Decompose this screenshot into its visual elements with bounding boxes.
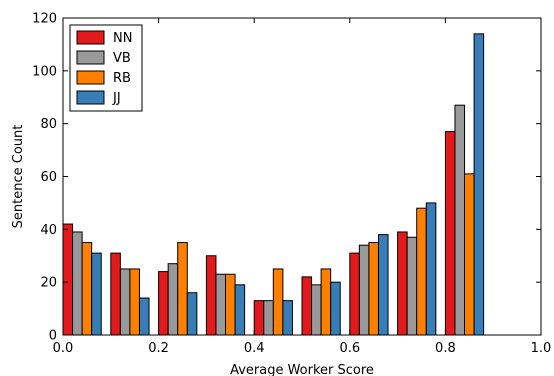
y-tick-label: 80 [40, 117, 57, 132]
bar-nn-6 [349, 252, 360, 336]
bar-jj-1 [138, 297, 150, 336]
legend-swatch-nn [76, 30, 105, 45]
y-tick-label: 120 [32, 12, 57, 27]
bar-rb-8 [464, 173, 475, 336]
y-tick-label: 60 [40, 170, 57, 185]
bar-nn-2 [158, 271, 169, 336]
bar-jj-8 [473, 33, 485, 336]
bars-group [62, 33, 485, 336]
bar-jj-6 [377, 234, 389, 336]
bar-vb-2 [167, 263, 179, 336]
bar-rb-4 [272, 268, 284, 336]
legend-label-vb: VB [113, 51, 131, 66]
bar-rb-2 [177, 242, 188, 336]
bar-vb-1 [119, 268, 131, 336]
y-tick-label: 20 [40, 276, 57, 291]
bar-vb-8 [454, 104, 466, 336]
bar-rb-7 [416, 207, 427, 336]
bar-nn-8 [444, 131, 456, 336]
ticks-group: 0.0 0.2 0.4 0.6 0.8 1.0 0 20 40 60 80 100 120 [32, 12, 551, 357]
legend-swatch-jj [76, 90, 105, 105]
bar-vb-3 [215, 273, 227, 336]
x-tick-label: 0.6 [339, 341, 360, 356]
legend-swatch-rb [76, 70, 105, 85]
bar-jj-0 [91, 252, 102, 336]
x-tick-label: 0.0 [53, 341, 74, 356]
bar-jj-5 [330, 281, 341, 336]
bar-vb-0 [72, 231, 83, 336]
bar-rb-3 [225, 273, 236, 336]
legend: NN VB RB JJ [69, 24, 143, 112]
bar-nn-1 [110, 252, 121, 336]
bar-nn-7 [397, 231, 408, 336]
x-tick-label: 0.4 [244, 341, 265, 356]
x-tick-label: 1.0 [531, 341, 552, 356]
bar-vb-6 [358, 244, 370, 336]
bar-vb-5 [311, 284, 322, 336]
x-tick-label: 0.8 [435, 341, 456, 356]
bar-jj-7 [425, 202, 437, 336]
bar-rb-5 [320, 268, 332, 336]
legend-label-jj: JJ [112, 91, 121, 106]
legend-label-nn: NN [113, 31, 132, 46]
bar-rb-6 [368, 242, 379, 336]
legend-swatch-vb [76, 50, 105, 65]
bar-rb-0 [81, 242, 93, 336]
y-tick-label: 0 [49, 329, 57, 344]
bar-rb-1 [129, 268, 140, 336]
legend-label-rb: RB [113, 71, 131, 86]
y-tick-label: 40 [40, 223, 57, 238]
bar-jj-3 [234, 284, 246, 336]
bar-jj-4 [282, 300, 293, 336]
x-tick-label: 0.2 [148, 341, 169, 356]
bar-vb-4 [263, 300, 274, 336]
bar-nn-3 [205, 255, 217, 336]
x-axis-label: Average Worker Score [230, 363, 374, 376]
bar-nn-0 [62, 223, 74, 336]
bar-nn-4 [253, 300, 265, 336]
bar-nn-5 [301, 276, 313, 336]
y-tick-label: 100 [32, 64, 57, 79]
bar-vb-7 [406, 236, 418, 336]
bar-jj-2 [186, 292, 198, 336]
y-axis-label: Sentence Count [11, 125, 26, 229]
